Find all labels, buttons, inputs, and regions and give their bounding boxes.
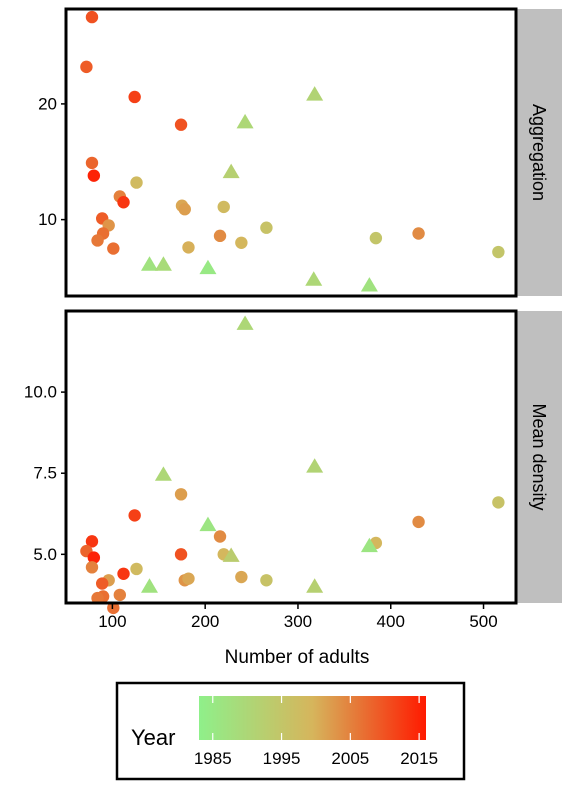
x-tick-label: 200 (191, 612, 219, 631)
data-point-circle (107, 242, 120, 255)
data-point-circle (260, 221, 273, 234)
legend-tick-label: 1995 (263, 749, 301, 768)
x-tick-label: 300 (284, 612, 312, 631)
data-point-triangle (236, 315, 254, 330)
data-point-triangle (360, 537, 378, 553)
data-point-circle (85, 561, 99, 574)
facet-strip-label: Mean density (529, 403, 549, 510)
x-axis-title: Number of adults (225, 647, 370, 668)
panel-border (64, 309, 518, 605)
facet-panels: Aggregation 10 20 Mean density 5.0 7.5 10.0 (24, 7, 562, 615)
facet-strip (516, 9, 562, 296)
data-point-triangle (141, 578, 159, 593)
x-tick-label: 100 (98, 612, 126, 631)
data-point-circle (113, 588, 127, 602)
panel-border (64, 7, 518, 298)
data-point-circle (492, 245, 505, 259)
data-point-circle (87, 551, 101, 564)
data-point-circle (178, 203, 191, 216)
legend-tick-label: 1985 (194, 749, 232, 768)
data-point-triangle (360, 277, 378, 292)
legend-colorbar (199, 696, 426, 740)
facet-panel-2: Mean density 5.0 7.5 10.0 (24, 309, 562, 615)
y-tick-label: 10.0 (24, 383, 57, 402)
data-point-circle (80, 60, 93, 74)
data-point-circle (369, 231, 383, 245)
data-point-circle (130, 562, 143, 576)
data-point-circle (85, 10, 99, 24)
legend-tick-label: 2015 (400, 749, 438, 768)
data-point-triangle (222, 163, 240, 179)
data-point-circle (117, 196, 130, 209)
data-point-circle (492, 496, 505, 509)
data-point-circle (412, 515, 425, 529)
data-point-circle (182, 241, 195, 254)
data-point-circle (174, 488, 188, 501)
data-point-circle (91, 234, 104, 247)
data-point-circle (85, 535, 99, 548)
data-point-circle (260, 574, 273, 587)
legend-tick-label: 2005 (331, 749, 369, 768)
data-point-circle (95, 577, 109, 590)
data-point-circle (128, 90, 141, 104)
data-point-circle (130, 176, 143, 189)
color-legend: Year 1985 1995 2005 2015 (115, 681, 466, 781)
legend-title: Year (131, 725, 175, 750)
data-point-triangle (306, 578, 324, 593)
y-tick-label: 20 (38, 94, 57, 113)
data-point-triangle (154, 466, 172, 481)
facet-strip-label: Aggregation (529, 104, 549, 201)
data-point-circle (85, 156, 99, 170)
data-point-circle (117, 567, 130, 580)
data-point-circle (182, 572, 195, 585)
x-tick-label: 400 (377, 612, 405, 631)
data-point-triangle (199, 259, 217, 275)
data-point-triangle (306, 458, 324, 473)
data-point-circle (213, 229, 227, 243)
data-point-circle (87, 169, 101, 182)
y-tick-label: 5.0 (33, 545, 57, 564)
y-tick-label: 7.5 (33, 464, 57, 483)
data-point-circle (217, 200, 230, 214)
data-point-triangle (236, 113, 254, 129)
facet-strip (516, 311, 562, 603)
x-axis: 100 200 300 400 500 (98, 604, 498, 631)
data-point-circle (213, 530, 227, 543)
data-point-circle (107, 601, 120, 615)
data-point-triangle (305, 271, 323, 286)
data-point-circle (174, 548, 188, 561)
data-point-triangle (199, 516, 217, 532)
data-point-circle (235, 236, 248, 249)
data-point-triangle (306, 86, 324, 101)
data-point-circle (91, 591, 104, 605)
x-tick-label: 500 (469, 612, 497, 631)
data-point-circle (128, 509, 141, 522)
data-point-triangle (222, 547, 240, 562)
data-point-triangle (154, 256, 172, 271)
data-point-circle (412, 227, 425, 240)
data-point-triangle (141, 256, 159, 271)
data-point-circle (235, 570, 248, 584)
facet-panel-1: Aggregation 10 20 (38, 7, 562, 298)
data-point-circle (174, 118, 188, 131)
y-tick-label: 10 (38, 210, 57, 229)
